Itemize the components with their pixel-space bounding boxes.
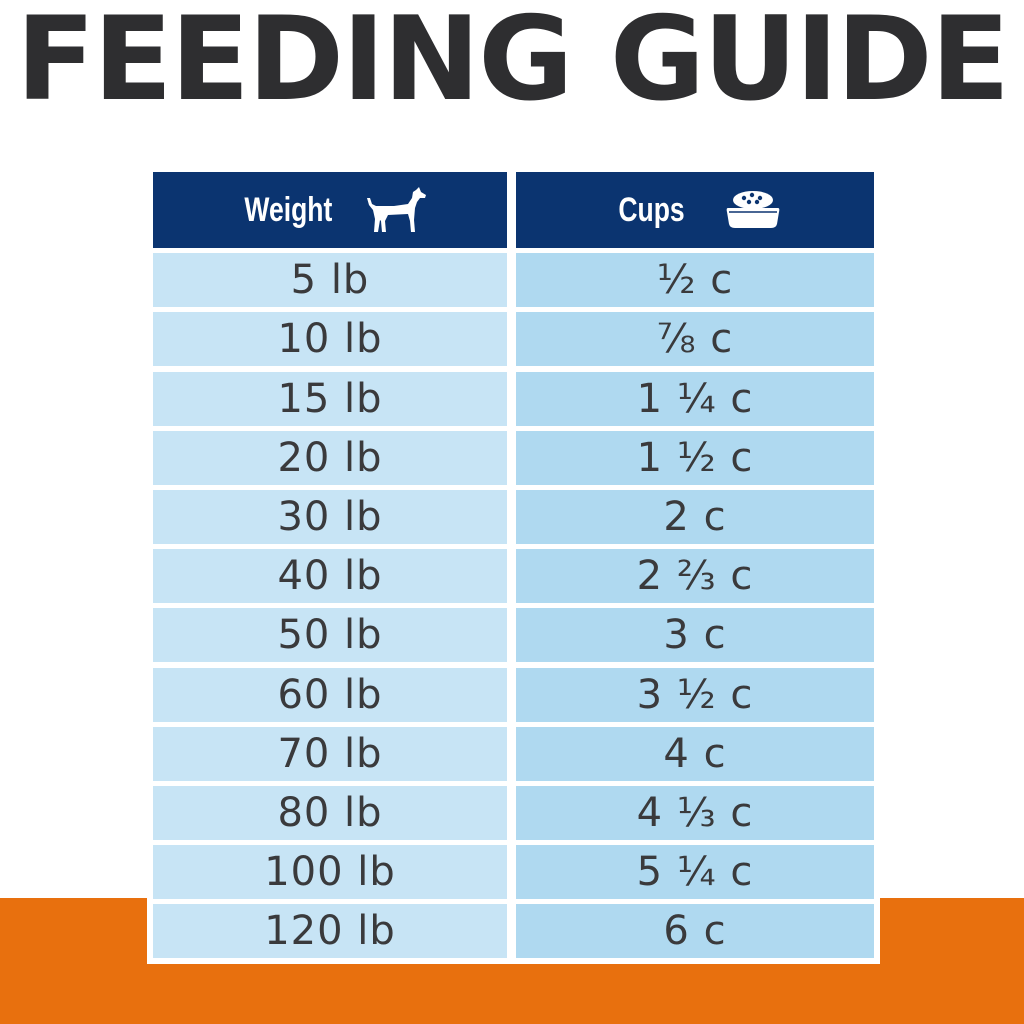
dog-icon bbox=[366, 186, 428, 234]
weight-cell: 40 lb bbox=[153, 549, 507, 604]
weight-cell: 100 lb bbox=[153, 845, 507, 900]
cups-cell: ½ c bbox=[516, 253, 874, 308]
cups-cell: 4 ⅓ c bbox=[516, 785, 874, 840]
cups-cell: 3 c bbox=[516, 608, 874, 663]
weight-cell: 30 lb bbox=[153, 489, 507, 544]
feeding-table: Weight 5 lb 10 lb 15 lb 20 lb 30 lb 40 lb 50 l… bbox=[147, 166, 880, 964]
food-bowl-icon bbox=[724, 188, 782, 232]
weight-cell: 80 lb bbox=[153, 785, 507, 840]
cups-cell: 2 ⅔ c bbox=[516, 549, 874, 604]
weight-column: Weight 5 lb 10 lb 15 lb 20 lb 30 lb 40 lb 50 l… bbox=[153, 172, 507, 959]
weight-header-label: Weight bbox=[244, 190, 332, 229]
cups-cell: 6 c bbox=[516, 904, 874, 959]
cups-cell: 1 ½ c bbox=[516, 430, 874, 485]
cups-cell: 2 c bbox=[516, 489, 874, 544]
cups-cell: 4 c bbox=[516, 726, 874, 781]
weight-cell: 50 lb bbox=[153, 608, 507, 663]
cups-header-label: Cups bbox=[617, 190, 685, 229]
weight-cell: 10 lb bbox=[153, 312, 507, 367]
cups-cell: 1 ¼ c bbox=[516, 371, 874, 426]
weight-cell: 120 lb bbox=[153, 904, 507, 959]
weight-cell: 15 lb bbox=[153, 371, 507, 426]
cups-header: Cups bbox=[516, 172, 874, 248]
weight-header: Weight bbox=[153, 172, 507, 248]
weight-cell: 20 lb bbox=[153, 430, 507, 485]
weight-cell: 5 lb bbox=[153, 253, 507, 308]
cups-cell: 5 ¼ c bbox=[516, 845, 874, 900]
cups-cell: 3 ½ c bbox=[516, 667, 874, 722]
cups-cell: ⅞ c bbox=[516, 312, 874, 367]
weight-cell: 60 lb bbox=[153, 667, 507, 722]
page-title: FEEDING GUIDE bbox=[16, 0, 1010, 127]
weight-cell: 70 lb bbox=[153, 726, 507, 781]
